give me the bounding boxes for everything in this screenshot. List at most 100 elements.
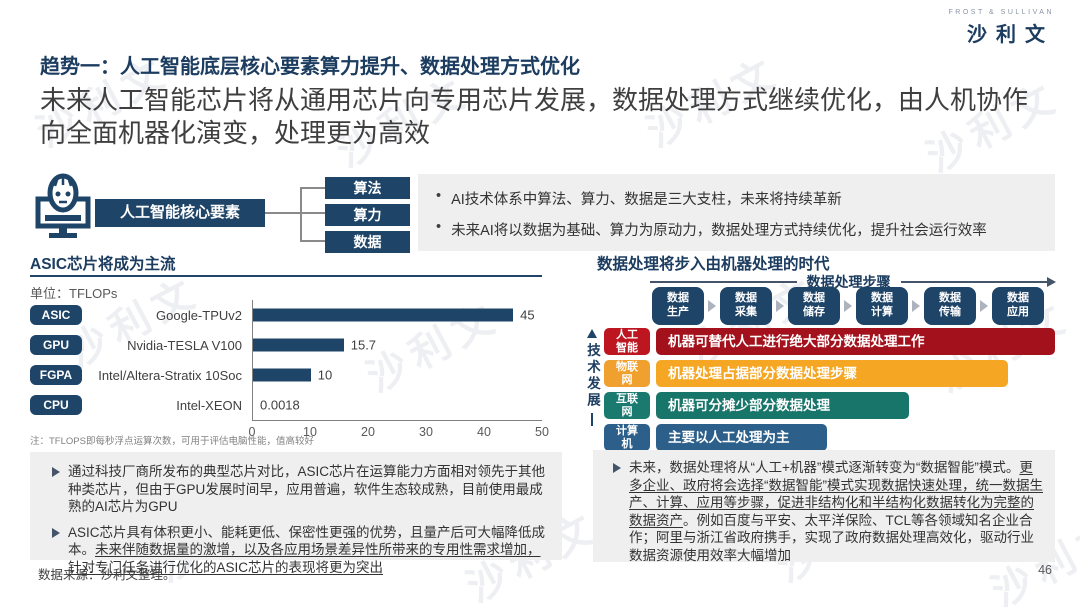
callout-bullet: • AI技术体系中算法、算力、数据是三大支柱，未来将持续革新: [436, 188, 1037, 209]
page-title: 趋势一：人工智能底层核心要素算力提升、数据处理方式优化: [40, 56, 580, 78]
x-tick: 30: [419, 425, 433, 439]
process-section-title: 数据处理将步入由机器处理的时代: [597, 256, 830, 273]
step-box: 数据传输: [924, 287, 976, 325]
tech-tag: 人工智能: [604, 328, 650, 355]
chart-footnote: 注：TFLOPS即每秒浮点运算次数，可用于评估电脑性能，值高较好: [30, 436, 314, 447]
x-tick: 20: [361, 425, 375, 439]
connector-line: [301, 212, 325, 214]
process-steps-axis: 数据处理步骤: [650, 272, 1056, 292]
insight-text: 未来，数据处理将从“人工+机器”模式逐渐转变为“数据智能”模式。更多企业、政府将…: [629, 460, 1043, 563]
bullet-dot: •: [436, 219, 442, 235]
logo-tagline: FROST & SULLIVAN: [948, 9, 1054, 16]
arrow-right-icon: [912, 300, 920, 312]
tech-tag: 互联网: [604, 392, 650, 419]
insight-item: 未来，数据处理将从“人工+机器”模式逐渐转变为“数据智能”模式。更多企业、政府将…: [613, 459, 1045, 564]
bar-track: 10: [252, 360, 542, 390]
insight-item: 通过科技厂商所发布的典型芯片对比，ASIC芯片在运算能力方面相对领先于其他种类芯…: [52, 463, 552, 516]
connector-line: [300, 187, 302, 242]
axis-line: [591, 413, 593, 426]
chart-row: CPU Intel-XEON 0.0018: [30, 390, 542, 420]
chart-unit-label: 单位：TFLOPs: [30, 286, 118, 301]
page-subtitle: 未来人工智能芯片将从通用芯片向专用芯片发展，数据处理方式继续优化，由人机协作向全…: [40, 85, 1029, 149]
x-tick: 10: [303, 425, 317, 439]
core-element-algorithm: 算法: [325, 177, 410, 199]
arrow-bullet-icon: [52, 467, 60, 477]
arrow-right-icon: [776, 300, 784, 312]
callout-text: AI技术体系中算法、算力、数据是三大支柱，未来将持续革新: [451, 192, 842, 208]
robot-monitor-icon: [33, 172, 93, 247]
connector-line: [301, 240, 325, 242]
core-elements-label: 人工智能核心要素: [95, 199, 265, 227]
arrow-right-icon: [844, 300, 852, 312]
bar-value: 45: [520, 307, 535, 323]
arrow-bullet-icon: [613, 463, 621, 473]
bar: [253, 308, 514, 322]
chart-title: ASIC芯片将成为主流: [30, 256, 176, 273]
chip-type-badge: GPU: [30, 335, 82, 355]
axis-line: [900, 281, 1047, 283]
insight-text: ASIC芯片具有体积更小、能耗更低、保密性更强的优势，且量产后可大幅降低成本。未…: [68, 524, 546, 575]
chart-row: GPU Nvidia-TESLA V100 15.7: [30, 330, 542, 360]
bar-track: 0.0018: [252, 390, 542, 420]
chart-title-rule: [30, 275, 542, 277]
chip-type-badge: CPU: [30, 395, 82, 415]
data-source-note: 数据来源：沙利文整理。: [38, 568, 176, 582]
chip-name-label: Intel-XEON: [176, 397, 242, 413]
connector-line: [265, 212, 301, 214]
tech-development-axis: 技术发展: [583, 329, 601, 453]
callout-text: 未来AI将以数据为基础、算力为原动力，数据处理方式持续优化，提升社会运行效率: [451, 223, 987, 239]
left-insights-box: 通过科技厂商所发布的典型芯片对比，ASIC芯片在运算能力方面相对领先于其他种类芯…: [30, 452, 562, 575]
arrow-right-icon: [708, 300, 716, 312]
bullet-dot: •: [436, 188, 442, 204]
matrix-row-internet: 互联网 机器可分摊少部分数据处理: [604, 392, 1055, 419]
coverage-bar: 机器处理占据部分数据处理步骤: [656, 360, 1008, 387]
core-element-data: 数据: [325, 231, 410, 253]
process-steps: 数据生产 数据采集 数据储存 数据计算 数据传输 数据应用: [652, 287, 1044, 325]
callout-bullet: • 未来AI将以数据为基础、算力为原动力，数据处理方式持续优化，提升社会运行效率: [436, 219, 1037, 240]
step-box: 数据生产: [652, 287, 704, 325]
arrow-bullet-icon: [52, 527, 60, 538]
chart-row: FGPA Intel/Altera-Stratix 10Soc 10: [30, 360, 542, 390]
arrow-right-icon: [980, 300, 988, 312]
tech-tag: 计算机: [604, 424, 650, 451]
coverage-bar: 主要以人工处理为主: [656, 424, 828, 451]
chip-type-badge: ASIC: [30, 305, 82, 325]
ai-pillars-callout: • AI技术体系中算法、算力、数据是三大支柱，未来将持续革新 • 未来AI将以数…: [418, 174, 1055, 251]
x-tick: 0: [248, 425, 256, 439]
bar-value: 10: [317, 367, 333, 383]
coverage-bar: 机器可分摊少部分数据处理: [656, 392, 909, 419]
chip-name-label: Nvidia-TESLA V100: [127, 337, 242, 353]
tech-axis-label: 技术发展: [585, 343, 600, 409]
step-box: 数据储存: [788, 287, 840, 325]
chip-name-label: Google-TPUv2: [156, 307, 242, 323]
bar-track: 45: [252, 300, 542, 330]
machine-processing-matrix: 人工智能 机器可替代人工进行绝大部分数据处理工作 物联网 机器处理占据部分数据处…: [604, 328, 1055, 451]
x-axis: 0 10 20 30 40 50: [248, 420, 549, 441]
bar-value: 15.7: [350, 337, 377, 353]
step-box: 数据计算: [856, 287, 908, 325]
tflops-bar-chart: ASIC Google-TPUv2 45 GPU Nvidia-TESLA V1…: [30, 300, 549, 441]
right-insights-box: 未来，数据处理将从“人工+机器”模式逐渐转变为“数据智能”模式。更多企业、政府将…: [593, 450, 1055, 564]
axis-label: 数据处理步骤: [806, 274, 891, 290]
coverage-bar: 机器可替代人工进行绝大部分数据处理工作: [656, 328, 1055, 355]
chip-type-badge: FGPA: [30, 365, 82, 385]
axis-line: [650, 281, 797, 283]
bar: [253, 368, 311, 382]
matrix-row-computer: 计算机 主要以人工处理为主: [604, 424, 1055, 451]
x-tick: 40: [477, 425, 491, 439]
frost-sullivan-logo: FROST & SULLIVAN 沙利文: [949, 9, 1054, 47]
bar: [253, 338, 344, 352]
insight-text: 通过科技厂商所发布的典型芯片对比，ASIC芯片在运算能力方面相对领先于其他种类芯…: [68, 464, 546, 515]
x-tick: 50: [535, 425, 549, 439]
arrow-right-icon: [1047, 277, 1056, 287]
bar-track: 15.7: [252, 330, 542, 360]
logo-name: 沙利文: [967, 24, 1054, 46]
tech-tag: 物联网: [604, 360, 650, 387]
connector-line: [301, 187, 325, 189]
page-number: 46: [1038, 563, 1052, 577]
core-element-computing: 算力: [325, 204, 410, 226]
step-box: 数据应用: [992, 287, 1044, 325]
arrow-up-icon: [587, 329, 597, 338]
step-box: 数据采集: [720, 287, 772, 325]
